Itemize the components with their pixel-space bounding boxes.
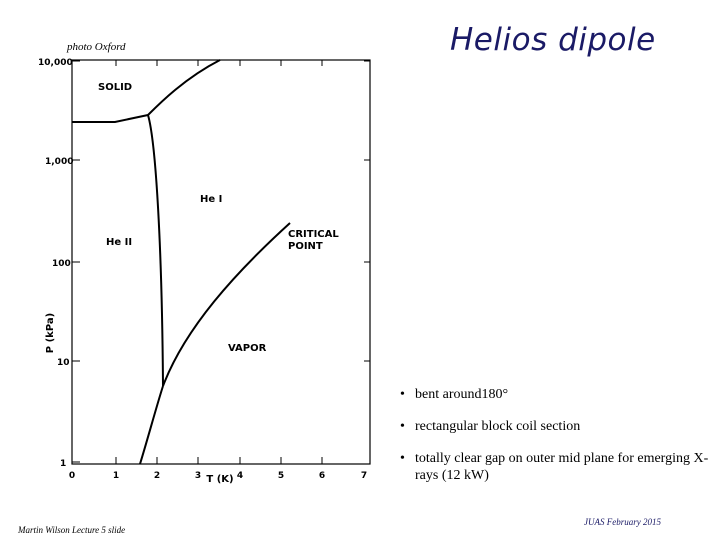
bullet-dot-icon: • xyxy=(400,387,405,402)
x-tick-label: 5 xyxy=(278,471,284,481)
region-label-vapor: VAPOR xyxy=(228,343,267,354)
x-tick-label: 7 xyxy=(361,471,367,481)
x-axis-ticks xyxy=(115,60,323,464)
photo-credit: photo Oxford xyxy=(67,41,126,53)
x-tick-label: 0 xyxy=(69,471,75,481)
slide-title: Helios dipole xyxy=(450,22,656,58)
bullet-item: • bent around180° xyxy=(400,386,710,403)
bullet-item: • rectangular block coil section xyxy=(400,418,710,435)
x-tick-label: 6 xyxy=(319,471,325,481)
bullet-item: • totally clear gap on outer mid plane f… xyxy=(400,450,710,484)
y-tick-label: 10,000 xyxy=(38,58,73,68)
x-axis-title: T (K) xyxy=(206,474,233,485)
vaporization-curve-low xyxy=(139,385,164,465)
region-label-point: POINT xyxy=(288,241,323,252)
footer-left: Martin Wilson Lecture 5 slide xyxy=(18,525,126,535)
x-tick-label: 1 xyxy=(113,471,119,481)
bullet-dot-icon: • xyxy=(400,419,405,434)
y-axis-ticks xyxy=(72,60,370,463)
bullet-text: bent around180° xyxy=(415,387,509,402)
helium-phase-diagram: 10,000 1,000 100 10 1 0 1 2 3 4 5 6 7 T … xyxy=(38,58,371,485)
y-tick-label: 10 xyxy=(57,358,70,368)
bullet-text: rectangular block coil section xyxy=(415,419,581,434)
x-tick-label: 2 xyxy=(154,471,160,481)
vaporization-curve xyxy=(162,222,291,387)
region-label-he2: He II xyxy=(106,237,132,248)
footer-right: JUAS February 2015 xyxy=(584,517,661,527)
melting-curve xyxy=(147,59,221,116)
region-label-critical: CRITICAL xyxy=(288,229,339,240)
plot-frame xyxy=(71,59,371,465)
y-tick-label: 1 xyxy=(60,459,66,469)
region-label-solid: SOLID xyxy=(98,82,132,93)
lambda-line xyxy=(147,114,164,387)
region-label-he1: He I xyxy=(200,194,222,205)
y-tick-label: 100 xyxy=(52,259,71,269)
solid-boundary-low xyxy=(72,114,149,123)
y-tick-label: 1,000 xyxy=(45,157,73,167)
bullet-list: • bent around180° • rectangular block co… xyxy=(400,386,710,499)
y-axis-title: P (kPa) xyxy=(45,313,56,353)
x-tick-label: 3 xyxy=(195,471,201,481)
x-tick-label: 4 xyxy=(237,471,243,481)
bullet-text: totally clear gap on outer mid plane for… xyxy=(415,451,709,483)
bullet-dot-icon: • xyxy=(400,451,405,466)
